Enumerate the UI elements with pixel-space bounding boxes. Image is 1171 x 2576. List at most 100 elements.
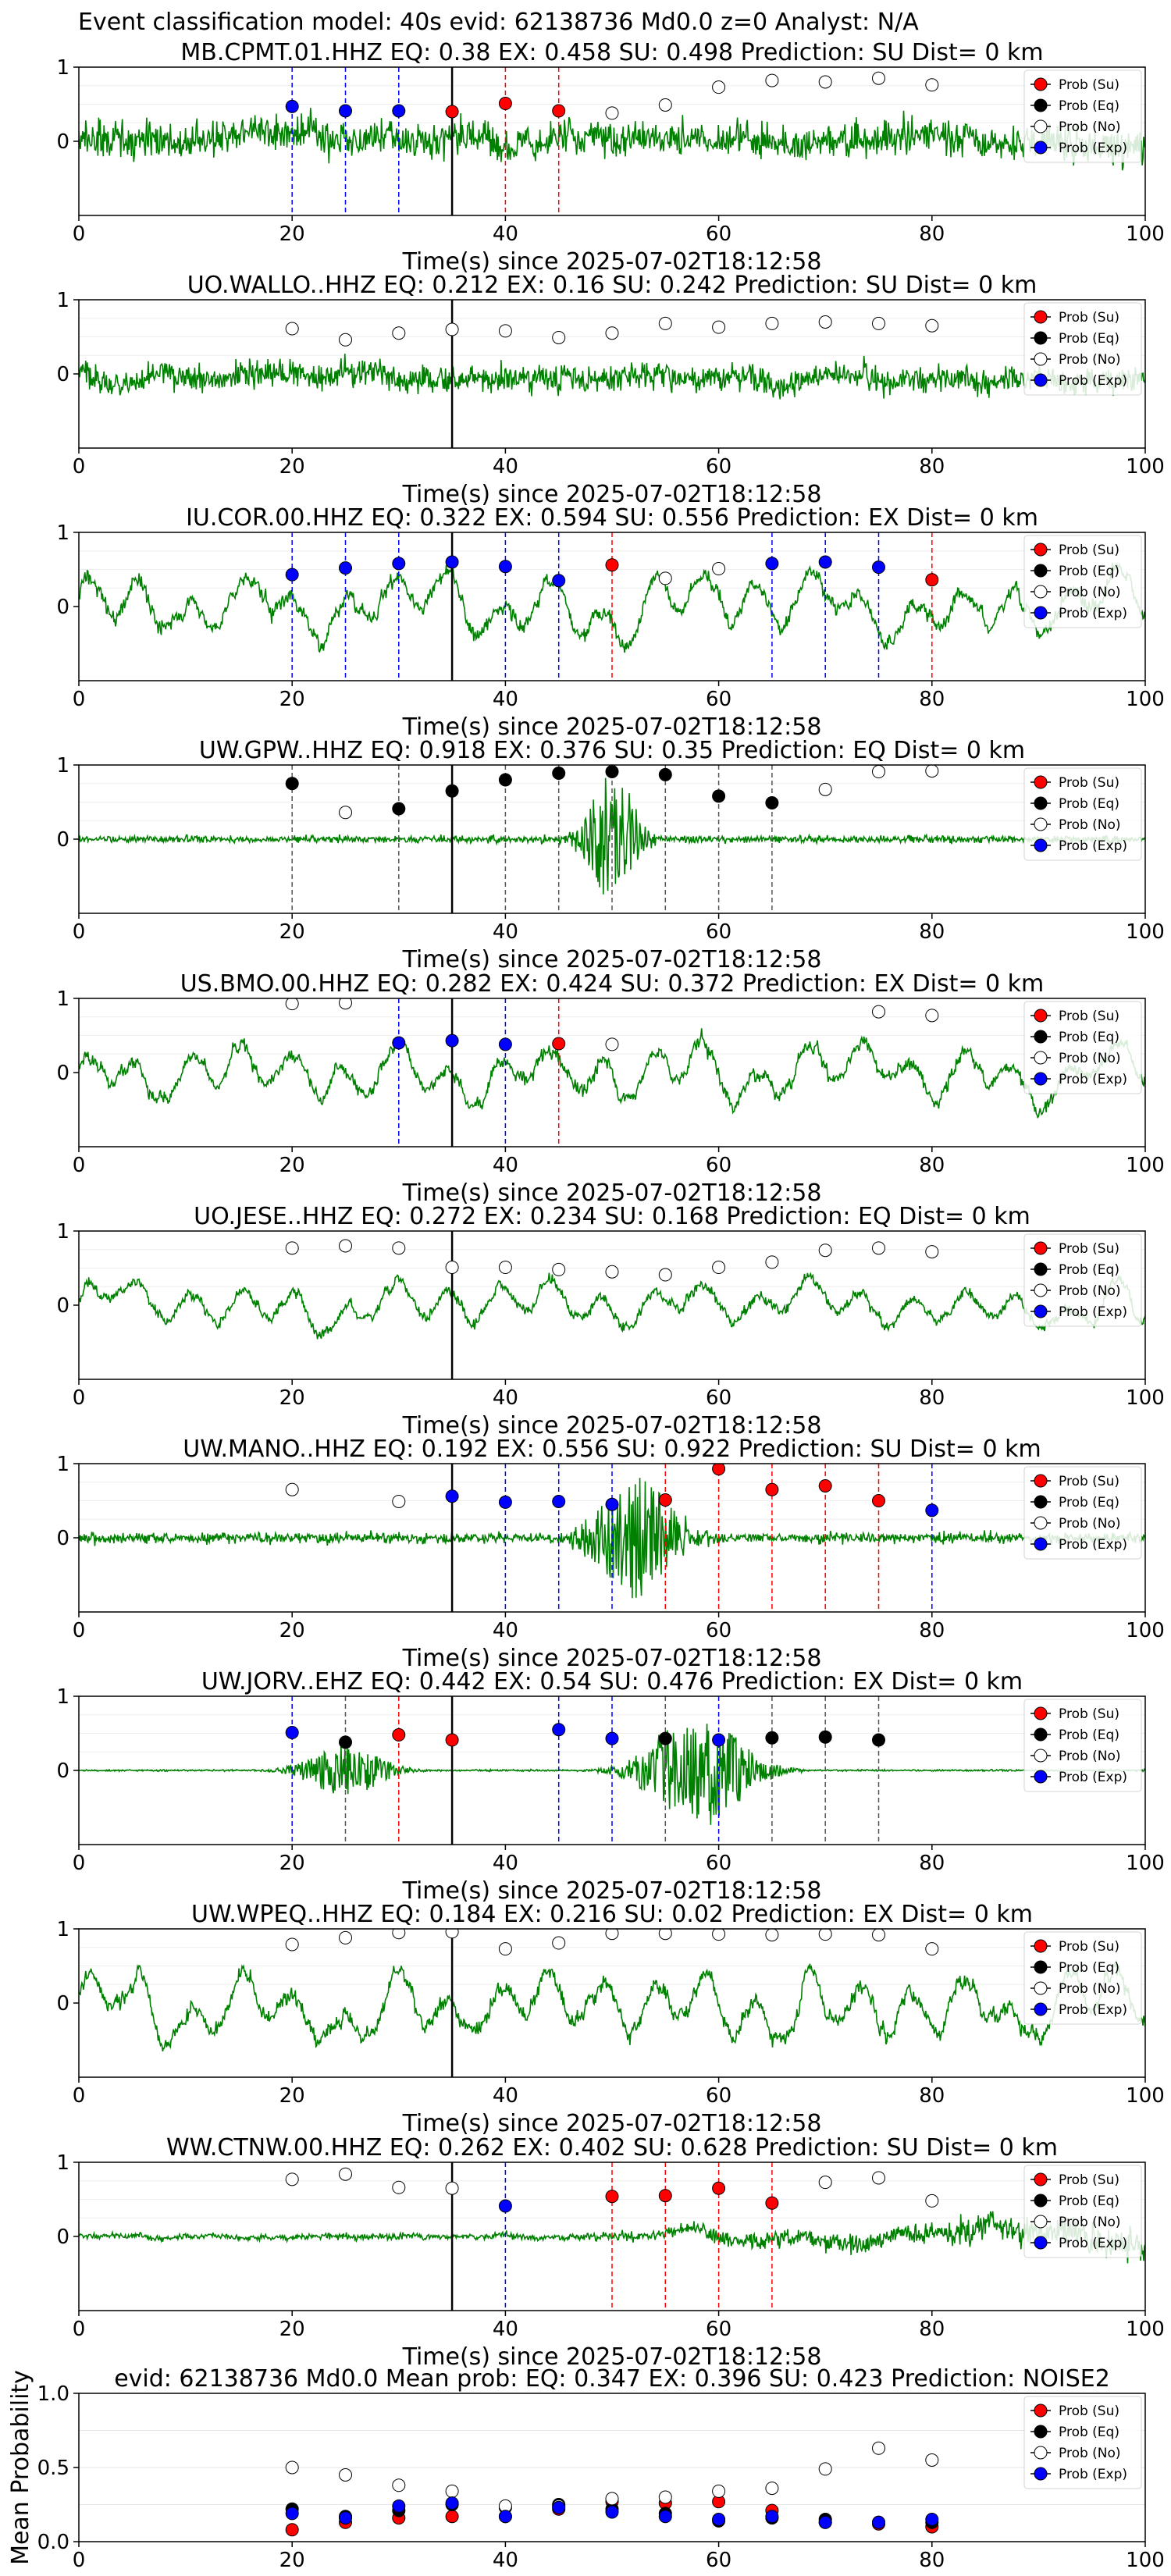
legend-label-exp: Prob (Exp)	[1059, 2467, 1127, 2482]
legend-label-eq: Prob (Eq)	[1059, 564, 1119, 579]
prob-point-su	[658, 2189, 672, 2203]
axes-frame	[78, 1928, 1146, 2078]
legend-label-eq: Prob (Eq)	[1059, 1960, 1119, 1976]
legend-label-no: Prob (No)	[1059, 352, 1121, 368]
waveform	[79, 1960, 1145, 2051]
x-tick-label: 0	[73, 2318, 86, 2341]
y-tick-label: 1	[56, 1220, 69, 1244]
prob-point-exp	[498, 1037, 512, 1051]
x-tick-label: 80	[919, 1154, 945, 1177]
x-tick-label: 60	[706, 2549, 731, 2572]
prob-point-exp	[392, 1036, 406, 1050]
prob-point-no	[658, 98, 672, 112]
x-tick-label: 80	[919, 2318, 945, 2341]
prob-point-eq	[818, 1730, 832, 1744]
panel-7: UW.MANO..HHZ EQ: 0.192 EX: 0.556 SU: 0.9…	[56, 1436, 1164, 1672]
prob-point-no	[285, 998, 299, 1011]
prob-point-su	[445, 1733, 459, 1747]
x-tick-label: 20	[279, 2549, 305, 2572]
prob-point-no	[818, 2176, 832, 2190]
x-axis-label: Time(s) since 2025-07-02T18:12:58	[402, 2110, 822, 2137]
prob-point-no	[872, 1005, 885, 1019]
x-tick-label: 40	[493, 1154, 518, 1177]
prob-point-no	[285, 1937, 299, 1952]
legend-marker-su	[1034, 1009, 1048, 1023]
x-tick-label: 20	[279, 688, 305, 711]
prob-point-no	[925, 1942, 939, 1956]
legend-label-no: Prob (No)	[1059, 119, 1121, 135]
panel-title: UW.MANO..HHZ EQ: 0.192 EX: 0.556 SU: 0.9…	[183, 1436, 1041, 1463]
legend-label-no: Prob (No)	[1059, 1749, 1121, 1764]
legend-marker-eq	[1034, 2194, 1048, 2208]
prob-point-exp	[552, 574, 566, 588]
legend-label-su: Prob (Su)	[1059, 1706, 1119, 1722]
prob-point-eq	[765, 1731, 779, 1745]
x-tick-label: 40	[493, 1386, 518, 1410]
prob-point-no	[285, 1482, 299, 1496]
panel-3: IU.COR.00.HHZ EQ: 0.322 EX: 0.594 SU: 0.…	[56, 504, 1164, 741]
prob-point-exp	[285, 1726, 299, 1740]
waveform	[79, 1272, 1145, 1340]
prob-point-no	[872, 71, 885, 85]
y-tick-label: 1	[56, 1918, 69, 1941]
x-tick-label: 0	[73, 2549, 86, 2572]
panel-2: UO.WALLO..HHZ EQ: 0.212 EX: 0.16 SU: 0.2…	[56, 272, 1164, 508]
legend-label-eq: Prob (Eq)	[1059, 331, 1119, 347]
panel-title: WW.CTNW.00.HHZ EQ: 0.262 EX: 0.402 SU: 0…	[166, 2134, 1058, 2161]
x-tick-label: 60	[706, 222, 731, 246]
y-tick-label: 1	[56, 1453, 69, 1476]
x-tick-label: 100	[1126, 455, 1165, 479]
waveform	[79, 354, 1145, 400]
waveform	[79, 108, 1145, 171]
prob-point-no	[552, 1262, 566, 1276]
prob-point-no	[285, 2172, 299, 2186]
mean-point-su	[445, 2510, 459, 2524]
mean-point-exp	[498, 2510, 512, 2524]
x-tick-label: 0	[73, 1852, 86, 1875]
y-axis-label: Mean Probability	[7, 2370, 34, 2565]
legend-box	[1023, 302, 1142, 396]
mean-point-exp	[818, 2515, 832, 2529]
legend-marker-no	[1034, 585, 1048, 599]
x-tick-label: 40	[493, 1852, 518, 1875]
prob-point-no	[392, 1241, 406, 1255]
legend-label-exp: Prob (Exp)	[1059, 606, 1127, 621]
x-tick-label: 100	[1126, 1154, 1165, 1177]
x-tick-label: 40	[493, 1619, 518, 1642]
mean-point-exp	[285, 2507, 299, 2521]
legend-marker-su	[1034, 1474, 1048, 1488]
x-tick-label: 40	[493, 2084, 518, 2108]
legend-marker-exp	[1034, 1770, 1048, 1784]
x-axis-label: Time(s) since 2025-07-02T18:12:58	[402, 1412, 822, 1439]
prob-point-exp	[498, 1495, 512, 1509]
legend-box	[1023, 1466, 1142, 1560]
legend-marker-su	[1034, 2403, 1048, 2418]
y-tick-label: 0.5	[37, 2457, 69, 2480]
y-tick-label: 0.0	[37, 2531, 69, 2554]
x-axis-label: Time(s) since 2025-07-02T18:12:58	[402, 946, 822, 973]
x-tick-label: 20	[279, 1852, 305, 1875]
x-tick-label: 0	[73, 688, 86, 711]
x-tick-label: 100	[1126, 1852, 1165, 1875]
prob-point-exp	[605, 1731, 619, 1745]
mean-point-no	[339, 2468, 352, 2482]
prob-point-no	[925, 78, 939, 92]
x-tick-label: 100	[1126, 2084, 1165, 2108]
figure-title: Event classification model: 40s evid: 62…	[78, 9, 919, 36]
prob-point-exp	[605, 1497, 619, 1511]
mean-point-no	[765, 2482, 779, 2496]
legend-label-su: Prob (Su)	[1059, 1009, 1119, 1024]
legend-label-eq: Prob (Eq)	[1059, 2425, 1119, 2440]
prob-point-no	[872, 316, 885, 330]
prob-point-no	[445, 1261, 459, 1275]
x-tick-label: 20	[279, 1154, 305, 1177]
legend-marker-no	[1034, 817, 1048, 831]
legend-label-su: Prob (Su)	[1059, 2403, 1119, 2419]
legend-box	[1023, 535, 1142, 628]
prob-point-exp	[445, 555, 459, 569]
x-axis-label: Time(s) since 2025-07-02T18:12:58	[402, 2343, 822, 2371]
x-tick-label: 60	[706, 1154, 731, 1177]
y-tick-label: 0	[56, 1527, 69, 1550]
panels: MB.CPMT.01.HHZ EQ: 0.38 EX: 0.458 SU: 0.…	[7, 39, 1165, 2572]
